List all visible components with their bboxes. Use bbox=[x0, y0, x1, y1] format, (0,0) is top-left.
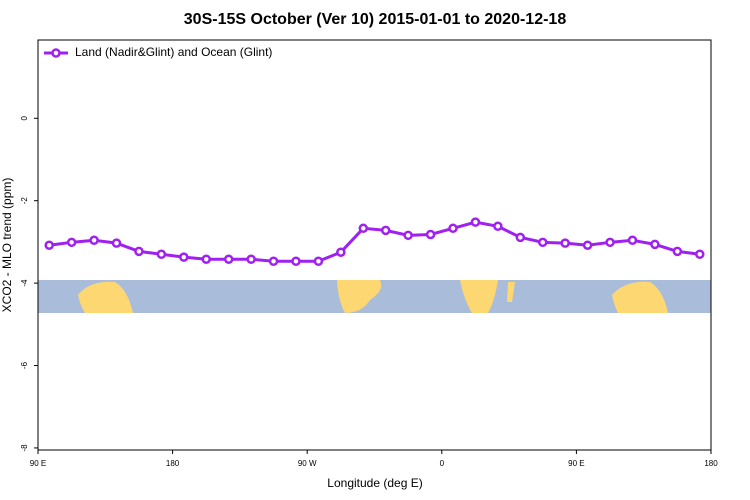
x-tick-label: 0 bbox=[440, 459, 445, 468]
data-point bbox=[313, 256, 324, 267]
series-line bbox=[49, 220, 700, 263]
x-axis-label: Longitude (deg E) bbox=[327, 476, 422, 490]
x-tick-label: 90 W bbox=[298, 459, 317, 468]
data-point bbox=[448, 223, 458, 234]
map-band bbox=[38, 280, 711, 313]
data-point bbox=[380, 225, 391, 236]
data-point bbox=[44, 240, 54, 250]
data-point bbox=[538, 237, 548, 248]
y-axis-label: XCO2 - MLO trend (ppm) bbox=[0, 178, 14, 313]
data-point bbox=[89, 235, 99, 246]
data-point bbox=[246, 254, 256, 264]
y-tick-label: -6 bbox=[20, 361, 29, 369]
data-point bbox=[582, 240, 593, 250]
data-point bbox=[336, 247, 346, 257]
data-point bbox=[179, 252, 189, 262]
data-point bbox=[470, 217, 481, 227]
data-point bbox=[134, 246, 144, 257]
x-tick-label: 180 bbox=[704, 459, 718, 468]
data-point bbox=[515, 232, 526, 243]
data-point bbox=[627, 235, 638, 246]
data-point bbox=[291, 256, 301, 267]
data-point bbox=[66, 237, 77, 248]
x-tick-label: 90 E bbox=[30, 459, 46, 468]
data-point bbox=[111, 238, 122, 248]
legend-marker bbox=[51, 48, 61, 58]
y-tick-label: -8 bbox=[20, 444, 29, 452]
data-point bbox=[358, 223, 369, 234]
y-tick-label: 0 bbox=[20, 116, 29, 121]
data-point bbox=[672, 246, 683, 257]
data-point bbox=[425, 229, 436, 240]
data-point bbox=[650, 239, 660, 250]
plot-frame bbox=[37, 39, 712, 451]
data-point bbox=[403, 230, 413, 241]
x-tick-label: 180 bbox=[166, 459, 180, 468]
y-tick-label: -2 bbox=[20, 197, 29, 205]
data-point bbox=[605, 237, 615, 248]
data-point bbox=[695, 249, 705, 260]
x-tick-label: 90 E bbox=[568, 459, 584, 468]
data-point bbox=[156, 249, 167, 260]
y-tick-label: -4 bbox=[20, 279, 29, 287]
legend-label: Land (Nadir&Glint) and Ocean (Glint) bbox=[75, 45, 272, 59]
data-point bbox=[201, 254, 211, 264]
data-point bbox=[560, 238, 570, 248]
chart-title: 30S-15S October (Ver 10) 2015-01-01 to 2… bbox=[184, 11, 567, 28]
data-point bbox=[268, 256, 279, 267]
data-point bbox=[223, 254, 234, 264]
data-point bbox=[493, 221, 503, 232]
